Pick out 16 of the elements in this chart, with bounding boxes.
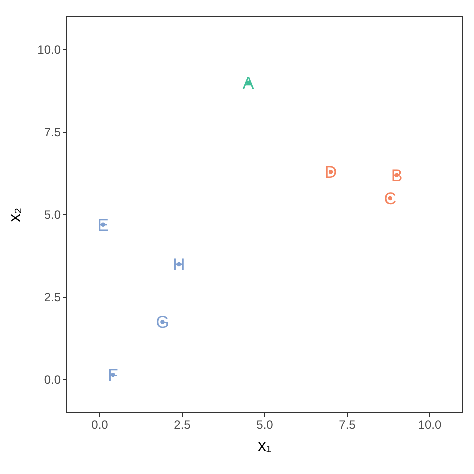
data-label: A: [242, 74, 255, 93]
y-tick-label: 0.0: [44, 373, 62, 388]
x-tick-label: 5.0: [256, 418, 274, 432]
x-axis-title: x₁: [258, 438, 272, 455]
x-tick-label: 2.5: [174, 418, 192, 432]
y-tick-label: 5.0: [44, 208, 62, 222]
y-tick-label: 2.5: [44, 290, 62, 305]
x-tick-label: 10.0: [418, 418, 442, 432]
data-label: D: [324, 163, 338, 182]
y-tick-label: 7.5: [44, 126, 62, 140]
data-label: G: [156, 313, 170, 332]
data-label: C: [384, 189, 397, 208]
y-tick-label: 10.0: [38, 43, 62, 58]
x-tick-label: 7.5: [339, 418, 356, 432]
x-tick-label: 0.0: [92, 418, 109, 432]
y-axis-title: x₂: [7, 208, 24, 222]
